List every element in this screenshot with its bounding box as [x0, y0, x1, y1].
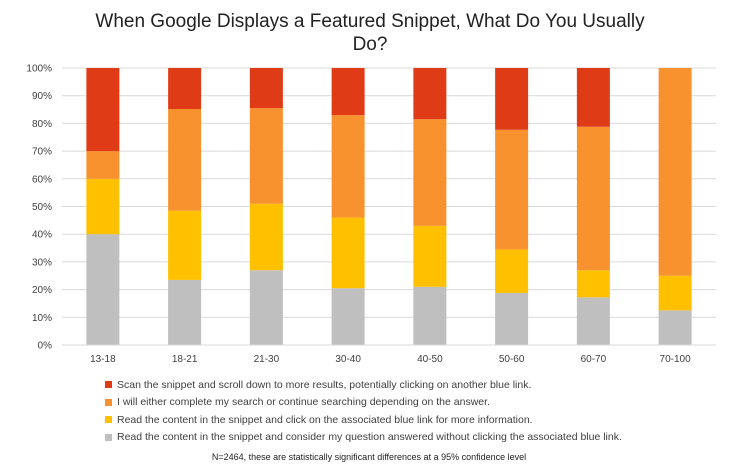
legend-item: Read the content in the snippet and cons…	[105, 429, 622, 447]
bar-segment	[331, 68, 365, 116]
bar-segment	[495, 292, 529, 345]
bar-segment	[576, 68, 610, 127]
y-tick-label: 90%	[32, 91, 52, 102]
bar-segment	[495, 68, 529, 130]
y-tick-label: 70%	[32, 147, 52, 158]
x-tick-label: 40-50	[417, 354, 443, 365]
y-tick-label: 10%	[32, 313, 52, 324]
bar-segment	[331, 115, 365, 218]
bar-segment	[168, 108, 202, 211]
bar-segment	[413, 68, 447, 120]
x-tick-label: 13-18	[90, 354, 116, 365]
x-tick-label: 21-30	[254, 354, 280, 365]
y-tick-label: 0%	[38, 341, 53, 352]
y-tick-label: 80%	[32, 119, 52, 130]
bar-segment	[331, 217, 365, 289]
bar-segment	[576, 126, 610, 271]
bar-segment	[86, 234, 120, 345]
bar-segment	[86, 68, 120, 152]
x-axis-tick-labels: 13-18 18-21 21-30 30-40 40-50 50-60 60-70 70-10…	[90, 354, 691, 365]
x-tick-label: 30-40	[335, 354, 361, 365]
bar-segment	[658, 310, 692, 345]
y-tick-label: 50%	[32, 202, 52, 213]
y-axis-tick-labels: 0% 10% 20% 30% 40% 50% 60% 70% 80% 90% 100%	[26, 64, 52, 352]
legend-item: I will either complete my search or cont…	[105, 394, 622, 412]
y-tick-label: 40%	[32, 230, 52, 241]
bar-segment	[331, 288, 365, 345]
bar-segment	[249, 108, 283, 204]
bar-segment	[576, 297, 610, 345]
bar-segment	[658, 68, 692, 276]
legend-label: Read the content in the snippet and clic…	[117, 413, 533, 426]
bar-segment	[86, 151, 120, 179]
bar-segment	[413, 286, 447, 345]
y-tick-label: 60%	[32, 174, 52, 185]
legend-item: Read the content in the snippet and clic…	[105, 411, 622, 429]
legend-label: Read the content in the snippet and cons…	[117, 431, 622, 444]
bar-segment	[249, 270, 283, 345]
x-tick-label: 60-70	[581, 354, 607, 365]
bar-segment	[413, 119, 447, 226]
y-tick-label: 30%	[32, 257, 52, 268]
y-tick-label: 20%	[32, 285, 52, 296]
legend-swatch	[105, 433, 112, 441]
gridlines	[62, 67, 716, 318]
legend: Scan the snippet and scroll down to more…	[105, 376, 622, 446]
y-tick-label: 100%	[26, 64, 52, 75]
bar-segment	[86, 178, 120, 235]
bar-segment	[413, 225, 447, 287]
legend-swatch	[105, 416, 112, 424]
bar-segment	[249, 68, 283, 109]
legend-label: Scan the snippet and scroll down to more…	[117, 378, 532, 391]
bar-segment	[249, 203, 283, 271]
bar-segment	[495, 129, 529, 250]
legend-item: Scan the snippet and scroll down to more…	[105, 376, 622, 394]
bar-segment	[658, 275, 692, 311]
x-tick-label: 50-60	[499, 354, 525, 365]
bar-segment	[576, 270, 610, 298]
bar-segment	[168, 279, 202, 345]
legend-label: I will either complete my search or cont…	[117, 396, 490, 409]
bar-segment	[495, 249, 529, 293]
legend-swatch	[105, 381, 112, 389]
bars	[86, 68, 692, 345]
legend-swatch	[105, 398, 112, 406]
x-tick-label: 18-21	[172, 354, 198, 365]
bar-segment	[168, 210, 202, 280]
bar-segment	[168, 68, 202, 109]
chart-title: When Google Displays a Featured Snippet,…	[95, 11, 645, 55]
footnote: N=2464, these are statistically signific…	[211, 452, 527, 462]
x-tick-label: 70-100	[660, 354, 692, 365]
